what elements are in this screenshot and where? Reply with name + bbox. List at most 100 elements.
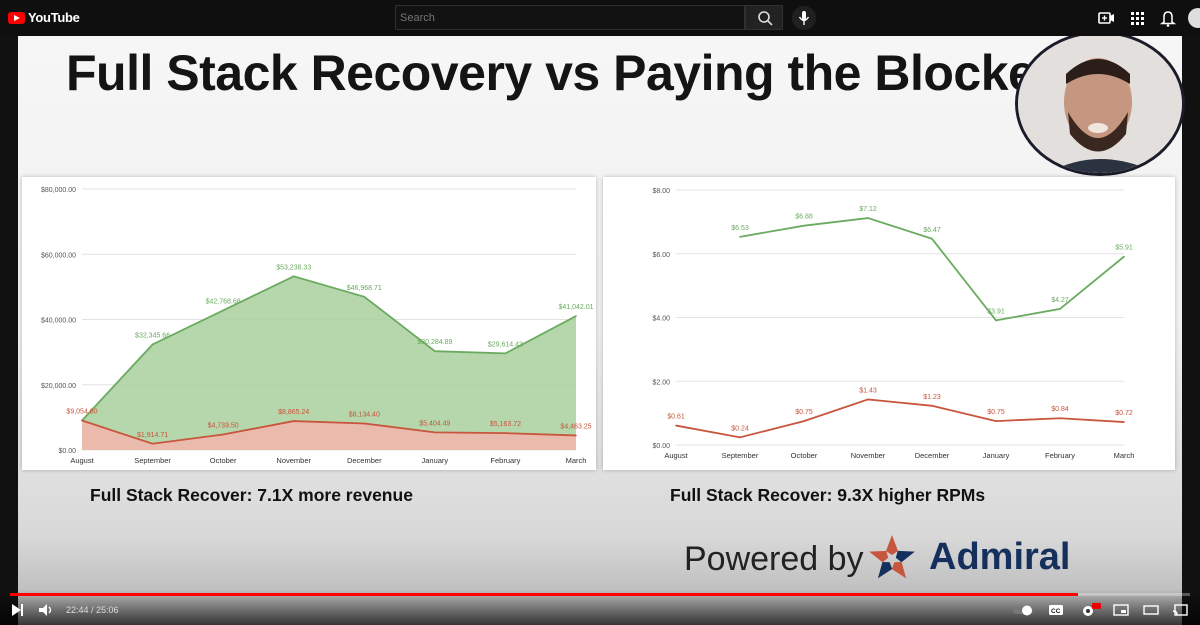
- rpm-caption: Full Stack Recover: 9.3X higher RPMs: [670, 485, 986, 505]
- data-point: [575, 434, 577, 437]
- video-player[interactable]: Full Stack Recovery vs Paying the Blocke…: [0, 36, 1200, 625]
- data-point: [1123, 421, 1125, 423]
- data-label: $1.23: [923, 394, 941, 401]
- admiral-brand-text: Admiral: [929, 536, 1071, 578]
- youtube-logo[interactable]: YouTube: [8, 10, 80, 25]
- data-label: $0.75: [987, 409, 1005, 416]
- progress-played: [10, 593, 1078, 596]
- letterbox-left: [0, 36, 18, 625]
- data-label: $5.91: [1115, 245, 1133, 252]
- data-point: [434, 431, 436, 434]
- data-label: $3.91: [987, 308, 1005, 315]
- x-tick-label: December: [915, 451, 950, 460]
- theater-mode-icon[interactable]: [1143, 603, 1159, 617]
- settings-gear-icon[interactable]: [1080, 603, 1102, 617]
- apps-grid-icon[interactable]: [1128, 9, 1146, 27]
- data-point: [1123, 255, 1125, 258]
- logo-text: YouTube: [28, 10, 80, 25]
- data-label: $4.27: [1051, 297, 1069, 304]
- data-label: $0.84: [1051, 406, 1069, 413]
- x-tick-label: February: [490, 456, 520, 465]
- data-label: $9,054.80: [66, 408, 97, 415]
- y-tick-label: $0.00: [58, 448, 76, 455]
- y-tick-label: $4.00: [652, 316, 670, 323]
- y-tick-label: $40,000.00: [41, 318, 76, 325]
- time-display: 22:44 / 25:06: [66, 605, 119, 615]
- y-tick-label: $20,000.00: [41, 383, 76, 390]
- series-line-1: [675, 398, 1125, 439]
- presenter-webcam: [1015, 36, 1185, 176]
- x-tick-label: September: [722, 451, 759, 460]
- search-icon: [758, 11, 773, 26]
- volume-icon[interactable]: [38, 603, 54, 617]
- data-point: [931, 404, 933, 407]
- youtube-play-icon: [8, 11, 25, 24]
- data-point: [575, 315, 577, 317]
- miniplayer-icon[interactable]: [1113, 603, 1129, 617]
- voice-search-button[interactable]: [792, 6, 816, 30]
- x-tick-label: November: [276, 456, 311, 465]
- data-label: $7.12: [859, 206, 877, 213]
- rpm-chart-svg: $0.00 $2.00 $4.00 $6.00 $8.00 August September…: [652, 188, 1134, 460]
- search-input[interactable]: [395, 5, 745, 30]
- x-tick-label: August: [70, 456, 94, 465]
- x-tick-label: November: [851, 451, 886, 460]
- data-label: $6.53: [731, 225, 749, 232]
- slide-title: Full Stack Recovery vs Paying the Blocke: [66, 45, 1036, 101]
- data-label: $32,345.66: [135, 332, 170, 339]
- data-point: [292, 275, 295, 278]
- data-label: $0.72: [1115, 410, 1133, 417]
- data-point: [739, 436, 741, 439]
- data-point: [1059, 417, 1061, 420]
- data-point: [363, 295, 366, 298]
- play-icon[interactable]: [10, 603, 24, 617]
- data-label: $30,284.89: [417, 339, 452, 346]
- data-label: $4,463.25: [560, 423, 591, 430]
- x-tick-label: February: [1045, 451, 1075, 460]
- data-point: [434, 350, 436, 352]
- x-tick-label: October: [791, 451, 818, 460]
- data-label: $0.61: [667, 414, 685, 421]
- data-label: $4,739.50: [208, 423, 239, 430]
- data-label: $5,163.72: [490, 421, 521, 428]
- data-point: [151, 442, 154, 445]
- data-point: [151, 343, 154, 346]
- data-label: $41,042.01: [558, 304, 593, 311]
- y-tick-label: $60,000.00: [41, 252, 76, 259]
- progress-bar[interactable]: [10, 593, 1190, 596]
- data-label: $1,914.71: [137, 432, 168, 439]
- letterbox-right: [1182, 36, 1200, 625]
- data-point: [803, 420, 805, 422]
- series-line-0: [81, 275, 577, 422]
- data-label: $0.24: [731, 425, 749, 432]
- cast-icon[interactable]: [1172, 603, 1188, 617]
- x-tick-label: January: [983, 451, 1010, 460]
- data-label: $42,768.68: [206, 298, 241, 305]
- data-label: $53,238.33: [276, 264, 311, 271]
- account-avatar[interactable]: [1188, 8, 1200, 28]
- data-point: [739, 236, 741, 238]
- rpm-chart: $0.00 $2.00 $4.00 $6.00 $8.00 August September…: [603, 177, 1175, 470]
- data-point: [1059, 308, 1061, 310]
- y-tick-label: $80,000.00: [41, 187, 76, 194]
- data-point: [867, 217, 869, 219]
- x-tick-label: October: [210, 456, 237, 465]
- data-point: [222, 309, 224, 312]
- data-point: [504, 432, 507, 434]
- revenue-chart: $0.00 $20,000.00 $40,000.00 $60,000.00 $80,0…: [22, 177, 596, 470]
- x-tick-label: December: [347, 456, 382, 465]
- revenue-caption: Full Stack Recover: 7.1X more revenue: [90, 485, 413, 505]
- notifications-bell-icon[interactable]: [1159, 9, 1177, 27]
- create-video-icon[interactable]: [1097, 9, 1115, 27]
- closed-captions-icon[interactable]: CC: [1048, 603, 1064, 617]
- data-point: [504, 352, 507, 355]
- data-label: $29,614.43: [488, 341, 523, 348]
- search-button[interactable]: [745, 5, 783, 30]
- y-tick-label: $6.00: [652, 252, 670, 259]
- y-tick-label: $2.00: [652, 379, 670, 386]
- autoplay-toggle-icon[interactable]: [1012, 603, 1034, 617]
- microphone-icon: [798, 11, 810, 25]
- data-point: [363, 422, 366, 425]
- data-point: [675, 424, 677, 427]
